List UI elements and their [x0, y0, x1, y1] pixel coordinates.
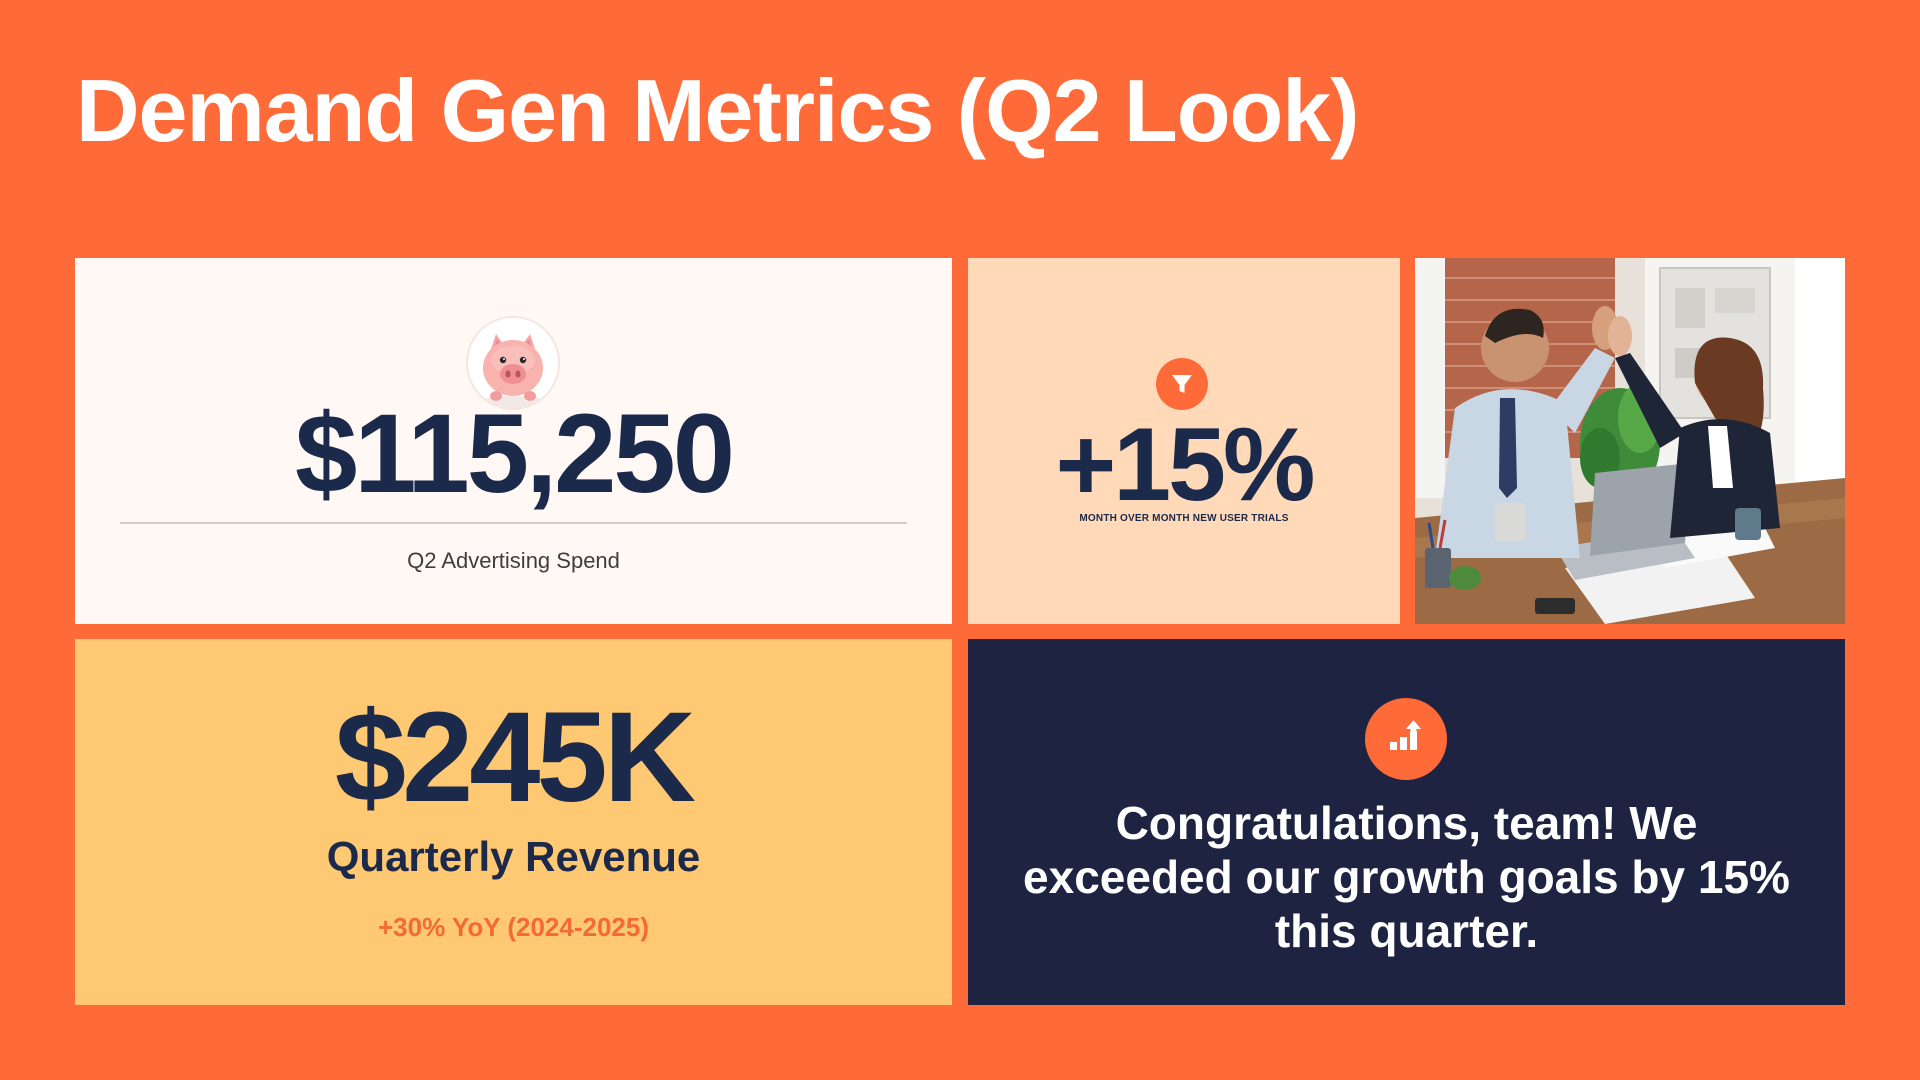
user-trials-card [968, 258, 1400, 624]
user-trials-value: +15% [1055, 407, 1316, 523]
revenue-value: $245K [334, 686, 696, 829]
ad-spend-value: $115,250 [295, 391, 735, 516]
slide-title: Demand Gen Metrics (Q2 Look) [76, 61, 1359, 160]
revenue-label: Quarterly Revenue [326, 833, 701, 880]
congrats-message: Congratulations, team! We exceeded our g… [1023, 797, 1790, 957]
ad-spend-divider [120, 522, 907, 524]
team-high-five-photo [1415, 258, 1845, 624]
revenue-growth-text: +30% YoY (2024-2025) [377, 912, 650, 942]
funnel-icon [1156, 358, 1208, 410]
user-trials-label: MONTH OVER MONTH NEW USER TRIALS [1079, 513, 1289, 524]
ad-spend-label: Q2 Advertising Spend [407, 548, 620, 573]
revenue-card [75, 639, 952, 1005]
bar-chart-growth-icon [1365, 698, 1447, 780]
